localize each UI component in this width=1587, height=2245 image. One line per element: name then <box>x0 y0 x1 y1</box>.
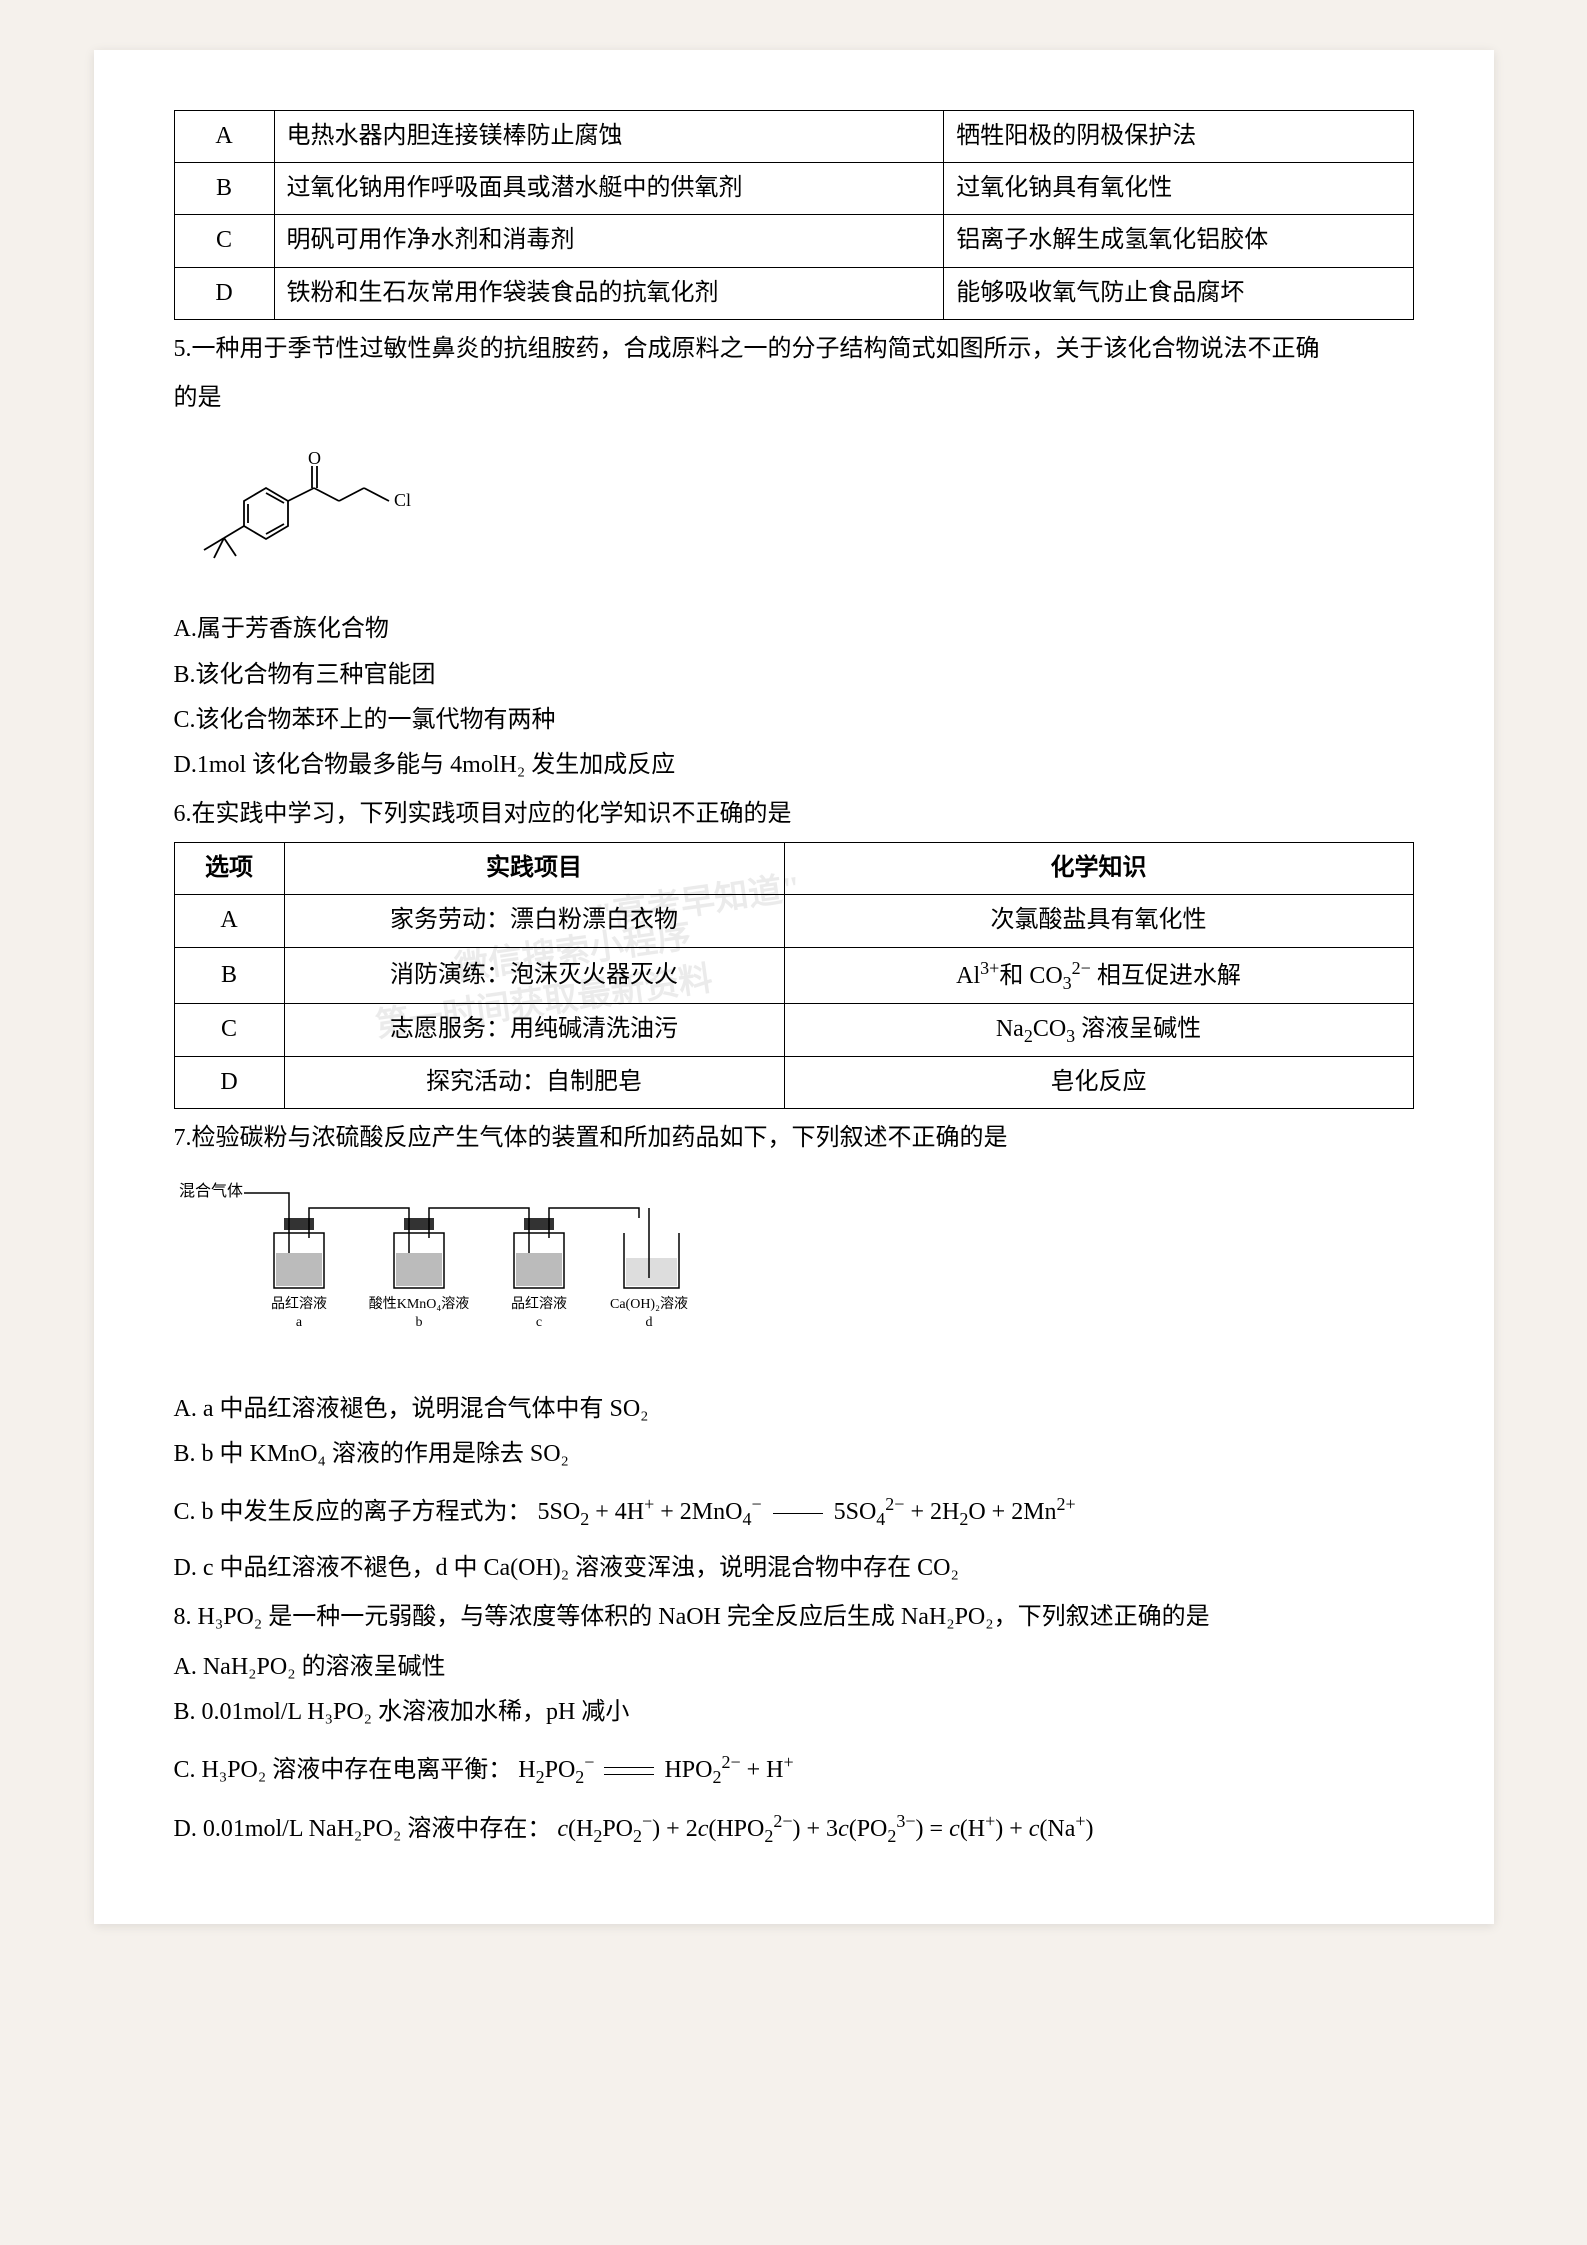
table-q6: 选项 实践项目 化学知识 A家务劳动：漂白粉漂白衣物次氯酸盐具有氧化性B消防演练… <box>174 842 1414 1109</box>
q8-opt-a: A. NaH₂PO₂ 的溶液呈碱性 <box>174 1646 1414 1689</box>
svg-text:品红溶液: 品红溶液 <box>271 1296 327 1312</box>
table-row: A家务劳动：漂白粉漂白衣物次氯酸盐具有氧化性 <box>174 895 1413 947</box>
q8-opt-d: D. 0.01mol/L NaH₂PO₂ 溶液中存在： c(H2PO2−) + … <box>174 1805 1414 1852</box>
table-row: D探究活动：自制肥皂皂化反应 <box>174 1057 1413 1109</box>
q5-stem-line1: 5.一种用于季节性过敏性鼻炎的抗组胺药，合成原料之一的分子结构简式如图所示，关于… <box>174 328 1414 371</box>
svg-text:b: b <box>415 1315 422 1330</box>
svg-text:d: d <box>645 1315 652 1330</box>
q8-opt-c: C. H₃PO₂ 溶液中存在电离平衡： H2PO2− HPO22− + H+ <box>174 1746 1414 1793</box>
document-page: A电热水器内胆连接镁棒防止腐蚀牺牲阳极的阴极保护法B过氧化钠用作呼吸面具或潜水艇… <box>94 50 1494 1924</box>
svg-text:Ca(OH)₂溶液: Ca(OH)₂溶液 <box>610 1296 688 1312</box>
svg-text:品红溶液: 品红溶液 <box>511 1296 567 1312</box>
q5-stem-line2: 的是 <box>174 377 1414 420</box>
table-row: B过氧化钠用作呼吸面具或潜水艇中的供氧剂过氧化钠具有氧化性 <box>174 163 1413 215</box>
q6-stem: 6.在实践中学习，下列实践项目对应的化学知识不正确的是 <box>174 793 1414 836</box>
svg-text:a: a <box>295 1315 302 1330</box>
q5-opt-a: A.属于芳香族化合物 <box>174 608 1414 651</box>
svg-text:c: c <box>535 1315 541 1330</box>
apparatus-diagram: 混合气体 品红溶液 a 酸性KMnO₄溶液 b 品红溶液 c Ca(OH)₂溶液 d <box>174 1178 734 1358</box>
svg-text:酸性KMnO₄溶液: 酸性KMnO₄溶液 <box>368 1296 469 1312</box>
label-Cl: Cl <box>394 490 411 510</box>
q5-opt-b: B.该化合物有三种官能团 <box>174 654 1414 697</box>
q7-opt-d: D. c 中品红溶液不褪色，d 中 Ca(OH)₂ 溶液变浑浊，说明混合物中存在… <box>174 1547 1414 1590</box>
q7-opt-b: B. b 中 KMnO₄ 溶液的作用是除去 SO₂ <box>174 1433 1414 1476</box>
table-row: C志愿服务：用纯碱清洗油污Na2CO3 溶液呈碱性 <box>174 1003 1413 1056</box>
table-row: D铁粉和生石灰常用作袋装食品的抗氧化剂能够吸收氧气防止食品腐坏 <box>174 267 1413 319</box>
table-q4: A电热水器内胆连接镁棒防止腐蚀牺牲阳极的阴极保护法B过氧化钠用作呼吸面具或潜水艇… <box>174 110 1414 320</box>
svg-text:混合气体: 混合气体 <box>179 1182 243 1200</box>
q5-opt-c: C.该化合物苯环上的一氯代物有两种 <box>174 699 1414 742</box>
table-row: A电热水器内胆连接镁棒防止腐蚀牺牲阳极的阴极保护法 <box>174 111 1413 163</box>
q7-opt-c: C. b 中发生反应的离子方程式为： 5SO2 + 4H+ + 2MnO4− 5… <box>174 1488 1414 1535</box>
q7-stem: 7.检验碳粉与浓硫酸反应产生气体的装置和所加药品如下，下列叙述不正确的是 <box>174 1117 1414 1160</box>
table-row: C明矾可用作净水剂和消毒剂铝离子水解生成氢氧化铝胶体 <box>174 215 1413 267</box>
label-O: O <box>308 448 321 468</box>
q6-h2: 实践项目 <box>284 843 784 895</box>
q6-h3: 化学知识 <box>784 843 1413 895</box>
q7-opt-a: A. a 中品红溶液褪色，说明混合气体中有 SO₂ <box>174 1388 1414 1431</box>
q8-opt-b: B. 0.01mol/L H₃PO₂ 水溶液加水稀，pH 减小 <box>174 1691 1414 1734</box>
q6-h1: 选项 <box>174 843 284 895</box>
table-row: B消防演练：泡沫灭火器灭火Al3+和 CO32− 相互促进水解 <box>174 947 1413 1003</box>
q5-opt-d: D.1mol 该化合物最多能与 4molH₂ 发生加成反应 <box>174 744 1414 787</box>
q8-stem: 8. H₃PO₂ 是一种一元弱酸，与等浓度等体积的 NaOH 完全反应后生成 N… <box>174 1596 1414 1639</box>
molecule-structure: O Cl <box>174 446 434 576</box>
